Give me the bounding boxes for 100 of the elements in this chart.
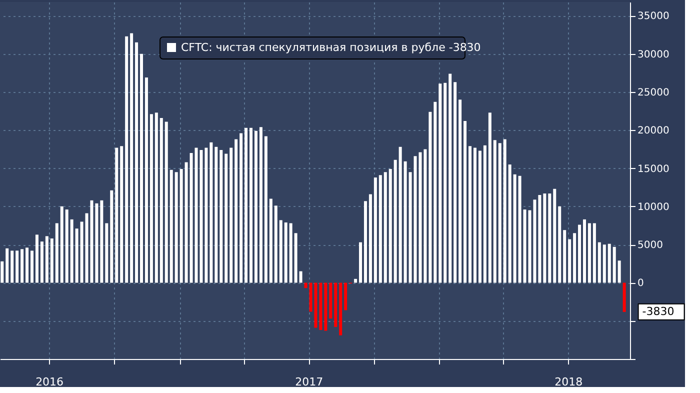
bar <box>618 260 621 283</box>
bar <box>334 282 338 327</box>
bar <box>488 112 492 283</box>
bar <box>190 153 193 283</box>
bar <box>458 100 462 283</box>
bar <box>144 78 148 283</box>
bar <box>224 154 228 283</box>
bar <box>598 242 601 283</box>
bar <box>204 148 208 283</box>
bar <box>279 220 282 283</box>
y-tick-label: 0 <box>638 278 644 290</box>
bar <box>269 198 272 283</box>
bar <box>115 148 118 283</box>
bar <box>339 282 342 336</box>
bar <box>214 146 218 283</box>
bar <box>464 121 467 283</box>
bar <box>503 139 506 283</box>
bar <box>513 174 516 283</box>
bar <box>368 194 372 283</box>
bar <box>434 102 437 283</box>
bar <box>6 248 9 283</box>
bar <box>568 239 572 283</box>
y-tick-label: 5000 <box>638 240 663 252</box>
bar <box>612 246 616 283</box>
y-tick-label: 20000 <box>638 126 670 137</box>
bar <box>26 248 29 283</box>
bar <box>100 200 104 283</box>
bar <box>160 118 163 283</box>
bar <box>582 219 586 283</box>
bar <box>154 112 158 283</box>
bar <box>184 162 188 283</box>
bar <box>543 193 546 283</box>
bar <box>329 282 332 319</box>
x-tick-label: 2016 <box>36 376 64 388</box>
bar <box>250 128 253 283</box>
bar <box>518 176 522 283</box>
bar <box>210 142 213 283</box>
bar <box>508 164 512 283</box>
bar <box>384 172 387 283</box>
bar <box>498 143 502 283</box>
bar <box>35 234 38 283</box>
bar <box>20 249 24 283</box>
bar <box>478 150 482 283</box>
bar <box>264 136 268 283</box>
bar <box>533 200 536 283</box>
bar <box>170 170 173 283</box>
bar <box>120 146 124 283</box>
bar <box>468 146 472 283</box>
bar <box>299 271 302 283</box>
bar <box>16 250 19 283</box>
bar <box>60 206 64 283</box>
bar <box>573 233 576 283</box>
y-tick-label: 30000 <box>638 49 670 60</box>
x-tick-label: 2018 <box>554 376 583 388</box>
bar <box>548 193 552 283</box>
bar <box>274 206 278 283</box>
y-tick-label: 10000 <box>638 202 670 213</box>
bar <box>424 149 427 283</box>
bar <box>622 282 626 312</box>
bar <box>588 223 591 283</box>
bar <box>483 145 486 283</box>
bar <box>95 203 98 283</box>
bar <box>254 130 258 283</box>
bar <box>130 33 134 283</box>
bar <box>220 150 223 283</box>
y-tick-label: 15000 <box>638 164 670 175</box>
bar <box>55 223 58 283</box>
bar <box>284 222 288 283</box>
bar <box>90 200 94 283</box>
bar <box>230 148 233 283</box>
bar <box>150 114 153 283</box>
bar <box>234 139 238 283</box>
bar <box>454 82 457 283</box>
bar <box>140 54 143 283</box>
bar <box>354 278 358 283</box>
bar <box>45 236 48 283</box>
bar <box>40 242 44 283</box>
bar <box>10 250 14 283</box>
bar <box>75 228 78 283</box>
bar <box>164 122 168 283</box>
bar <box>289 223 292 283</box>
bar <box>404 161 407 283</box>
bar <box>110 190 114 283</box>
annotation: -3830 <box>642 304 674 318</box>
bar <box>65 209 68 283</box>
bar <box>563 230 566 283</box>
bar <box>374 177 377 283</box>
bar <box>180 169 183 283</box>
bar <box>319 282 322 330</box>
bar <box>428 112 432 283</box>
bar <box>0 261 4 283</box>
bar <box>493 140 496 283</box>
bar <box>125 36 128 283</box>
bar <box>70 219 74 283</box>
bar <box>408 172 412 283</box>
bar <box>398 146 402 283</box>
y-tick-label: 25000 <box>638 88 670 99</box>
bar <box>558 206 562 283</box>
y-tick-label: 35000 <box>638 11 670 22</box>
bar <box>394 160 397 283</box>
